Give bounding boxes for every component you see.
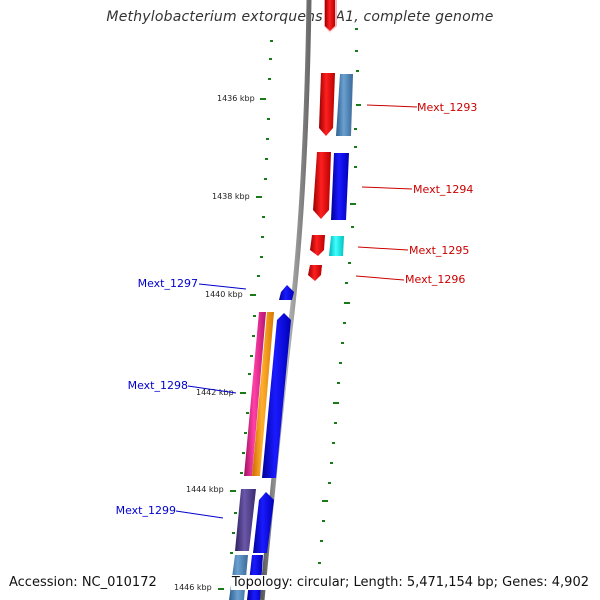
gene-mext-1293-steelblue[interactable] xyxy=(336,74,353,136)
tick-label-1444: 1444 kbp xyxy=(186,485,224,494)
label-mext-1298[interactable]: Mext_1298 xyxy=(128,379,188,392)
genome-title: Methylobacterium extorquens PA1, complet… xyxy=(106,9,494,25)
label-mext-1296[interactable]: Mext_1296 xyxy=(405,273,465,286)
gene-mext-1297-blue[interactable] xyxy=(279,285,294,300)
gene-mext-1295-cyan[interactable] xyxy=(329,236,344,256)
gene-mext-1296-red[interactable] xyxy=(308,265,322,281)
tick-label-1446: 1446 kbp xyxy=(174,583,212,592)
tick-label-1438: 1438 kbp xyxy=(212,192,250,201)
label-mext-1299[interactable]: Mext_1299 xyxy=(116,504,176,517)
gene-mext-1298-blue[interactable] xyxy=(262,313,291,478)
label-mext-1297[interactable]: Mext_1297 xyxy=(138,277,198,290)
gene-mext-1298-orange[interactable] xyxy=(252,312,274,476)
inner-tick-track xyxy=(218,40,273,590)
forward-strand-genes xyxy=(308,0,353,281)
gene-mext-1294-red[interactable] xyxy=(313,152,331,219)
gene-mext-1295-red[interactable] xyxy=(310,235,325,256)
gene-mext-1299-purple[interactable] xyxy=(235,489,256,551)
gene-top-red[interactable] xyxy=(325,0,335,31)
accession-text: Accession: NC_010172 xyxy=(8,575,158,590)
gene-mext-1293-red[interactable] xyxy=(319,73,335,136)
outer-tick-track xyxy=(318,28,361,564)
genome-summary-text: Topology: circular; Length: 5,471,154 bp… xyxy=(230,575,590,590)
reverse-strand-genes xyxy=(229,285,294,600)
label-leader-lines xyxy=(175,104,418,519)
label-mext-1294[interactable]: Mext_1294 xyxy=(413,183,473,196)
tick-label-1442: 1442 kbp xyxy=(196,388,234,397)
tick-label-1436: 1436 kbp xyxy=(217,94,255,103)
gene-mext-1298-magenta[interactable] xyxy=(244,312,266,476)
tick-label-1440: 1440 kbp xyxy=(205,290,243,299)
label-mext-1295[interactable]: Mext_1295 xyxy=(409,244,469,257)
gene-mext-1294-blue[interactable] xyxy=(331,153,349,220)
gene-mext-1299-blue[interactable] xyxy=(253,492,274,553)
label-mext-1293[interactable]: Mext_1293 xyxy=(417,101,477,114)
